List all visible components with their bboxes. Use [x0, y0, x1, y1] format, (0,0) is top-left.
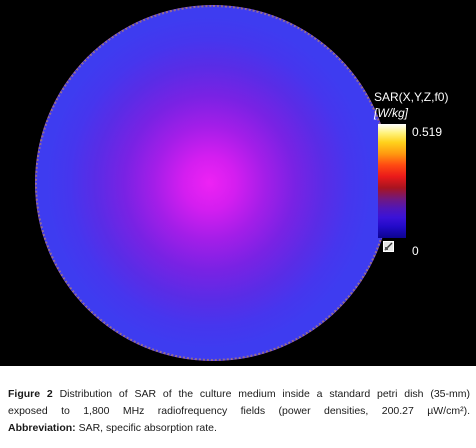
- colorbar-unit: [W/kg]: [374, 106, 409, 120]
- disk-rim: [35, 5, 391, 361]
- abbreviation-label: Abbreviation:: [8, 422, 76, 434]
- abbreviation-text: SAR, specific absorption rate.: [78, 422, 217, 434]
- colorbar-title: SAR(X,Y,Z,f0): [374, 90, 449, 104]
- caption-line1-text: Distribution of SAR of the culture mediu…: [59, 388, 470, 400]
- caption-line-2: exposed to 1,800 MHz radiofrequency fiel…: [8, 403, 470, 420]
- figure-panel: SAR(X,Y,Z,f0) [W/kg] 0.519 0: [0, 0, 476, 366]
- caption-label: Figure 2: [8, 388, 53, 400]
- caption-line2-text: exposed to 1,800 MHz radiofrequency fiel…: [8, 405, 470, 417]
- colorbar-max-label: 0.519: [412, 125, 443, 139]
- colorbar-min-label: 0: [412, 244, 419, 258]
- sar-distribution-disk: [35, 5, 391, 361]
- scale-toggle-icon[interactable]: [383, 241, 394, 252]
- caption-abbreviation: Abbreviation: SAR, specific absorption r…: [8, 420, 470, 437]
- colorbar-gradient: [378, 124, 406, 238]
- figure-caption: Figure 2 Distribution of SAR of the cult…: [8, 386, 470, 437]
- caption-line-1: Figure 2 Distribution of SAR of the cult…: [8, 386, 470, 403]
